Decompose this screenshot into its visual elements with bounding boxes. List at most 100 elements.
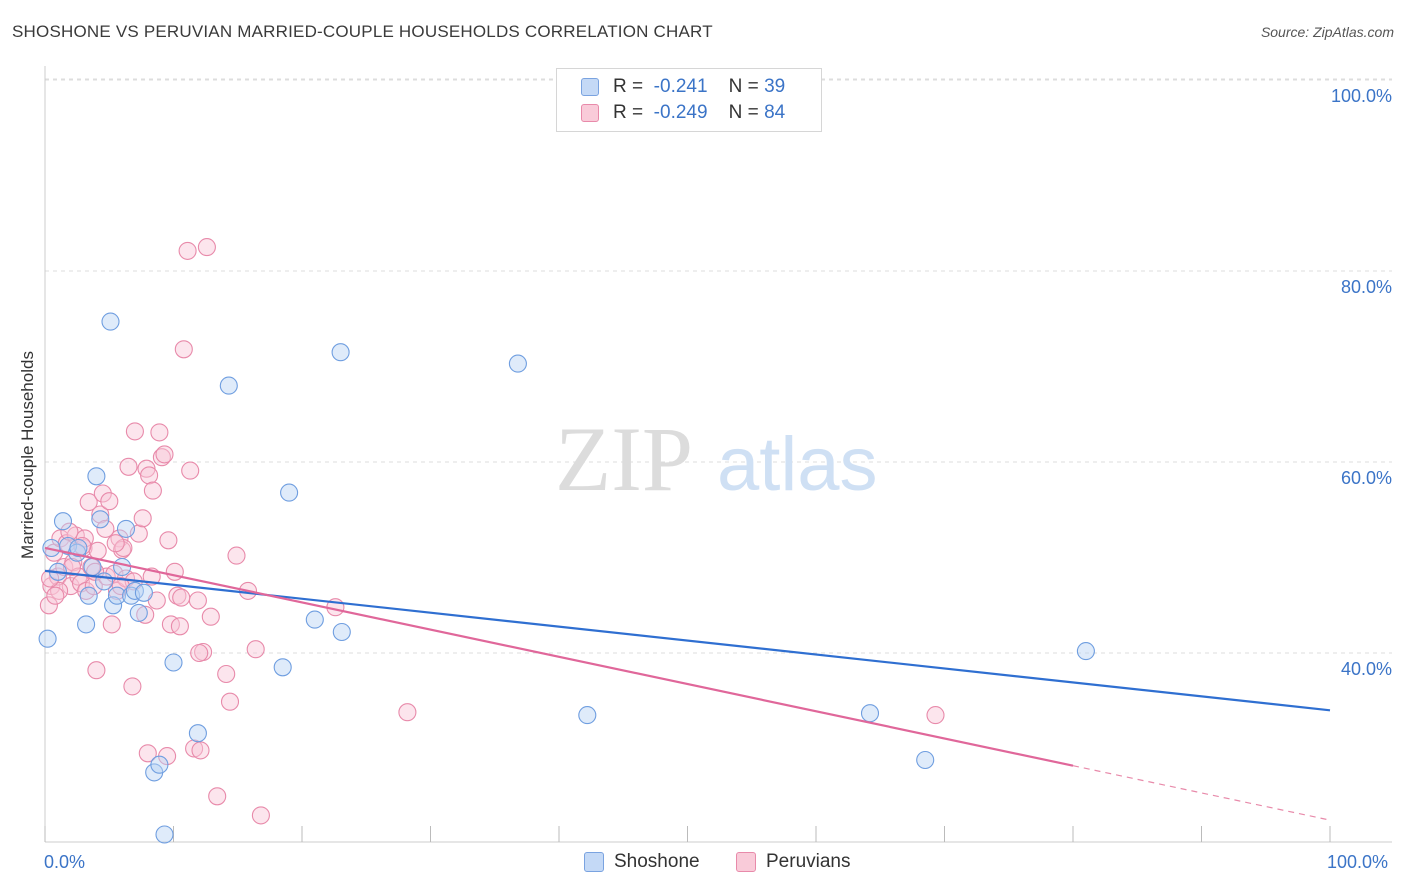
data-point: [95, 572, 114, 591]
data-point: [208, 787, 227, 806]
series-peruvians: [39, 238, 945, 825]
source-label: Source: ZipAtlas.com: [1260, 24, 1394, 40]
data-point: [201, 607, 220, 626]
legend-row-peruvians: R = -0.249 N = 84: [581, 101, 785, 125]
data-point: [159, 531, 178, 550]
data-point: [91, 505, 110, 524]
watermark: ZIP atlas: [555, 408, 878, 510]
legend-label-shoshone: Shoshone: [614, 851, 700, 872]
data-point: [860, 704, 880, 723]
legend-row-shoshone: R = -0.241 N = 39: [581, 75, 785, 99]
legend-item-peruvians[interactable]: Peruvians: [736, 851, 851, 873]
data-point: [178, 241, 197, 260]
data-point: [123, 677, 142, 696]
data-point: [83, 557, 102, 577]
data-point: [125, 422, 144, 441]
legend-n-value: 39: [764, 76, 786, 97]
data-point: [91, 510, 110, 529]
data-point: [62, 557, 82, 577]
data-point: [152, 448, 171, 467]
data-point: [46, 586, 65, 605]
series-legend: Shoshone Peruvians: [0, 851, 1406, 877]
data-point: [129, 603, 148, 622]
data-point: [133, 509, 152, 528]
data-point: [53, 512, 73, 531]
data-point: [227, 546, 246, 565]
data-point: [188, 591, 207, 610]
gridlines: [45, 78, 1392, 654]
data-point: [164, 653, 183, 672]
data-point: [185, 739, 204, 758]
data-point: [398, 703, 417, 722]
data-point: [188, 724, 207, 743]
data-point: [134, 583, 153, 602]
data-point: [39, 596, 58, 615]
data-point: [116, 519, 136, 538]
data-point: [219, 376, 238, 395]
data-point: [119, 457, 138, 476]
data-point: [155, 445, 174, 464]
stats-legend: R = -0.241 N = 39 R = -0.249 N = 84: [556, 68, 822, 132]
legend-swatch-peruvians: [581, 104, 599, 122]
data-point: [38, 629, 57, 648]
data-point: [916, 750, 935, 770]
data-point: [60, 522, 79, 541]
y-tick-label: 100.0%: [1330, 86, 1392, 106]
data-point: [246, 640, 265, 659]
data-point: [69, 538, 88, 558]
data-point: [79, 586, 98, 605]
data-point: [125, 581, 144, 600]
data-point: [197, 238, 216, 257]
data-point: [217, 664, 236, 684]
data-point: [87, 661, 106, 680]
data-point: [143, 481, 162, 500]
data-point: [150, 423, 169, 442]
data-point: [77, 615, 96, 634]
data-point: [100, 492, 119, 511]
data-point: [136, 605, 155, 624]
watermark-atlas: atlas: [717, 422, 878, 507]
legend-r-value: -0.241: [653, 76, 708, 97]
data-point: [87, 467, 106, 486]
x-axis: [44, 66, 1392, 843]
data-point: [508, 354, 527, 373]
x-tick-label: 100.0%: [1327, 852, 1389, 872]
chart-title: SHOSHONE VS PERUVIAN MARRIED-COUPLE HOUS…: [12, 22, 713, 41]
legend-n-label: N =: [728, 102, 759, 123]
series-shoshone: [38, 312, 1095, 844]
data-point: [332, 622, 351, 642]
legend-swatch-peruvians: [736, 852, 756, 872]
trend-line: [44, 569, 1331, 712]
data-point: [79, 493, 98, 512]
data-point: [140, 466, 159, 485]
data-point: [191, 741, 210, 760]
data-point: [172, 588, 191, 607]
legend-item-shoshone[interactable]: Shoshone: [584, 851, 700, 873]
data-point: [190, 643, 209, 663]
trend-line-extension: [1072, 765, 1331, 821]
data-point: [578, 706, 597, 725]
legend-r-label: R =: [613, 102, 644, 123]
data-point: [305, 610, 324, 629]
data-point: [150, 755, 169, 774]
data-point: [104, 596, 123, 615]
legend-n-value: 84: [764, 102, 786, 123]
data-point: [170, 617, 189, 636]
data-point: [280, 483, 299, 502]
data-point: [251, 806, 270, 825]
data-point: [331, 343, 350, 362]
data-point: [138, 744, 157, 763]
legend-swatch-shoshone: [584, 852, 604, 872]
y-tick-label: 80.0%: [1340, 277, 1392, 297]
data-point: [101, 312, 120, 331]
data-point: [107, 586, 127, 605]
data-point: [84, 577, 103, 596]
data-point: [181, 461, 200, 480]
data-point: [113, 557, 132, 577]
trend-lines: [44, 546, 1331, 821]
legend-swatch-shoshone: [581, 78, 599, 96]
data-point: [161, 615, 180, 634]
y-tick-label: 60.0%: [1340, 468, 1392, 488]
x-tick-label: 0.0%: [44, 852, 86, 872]
